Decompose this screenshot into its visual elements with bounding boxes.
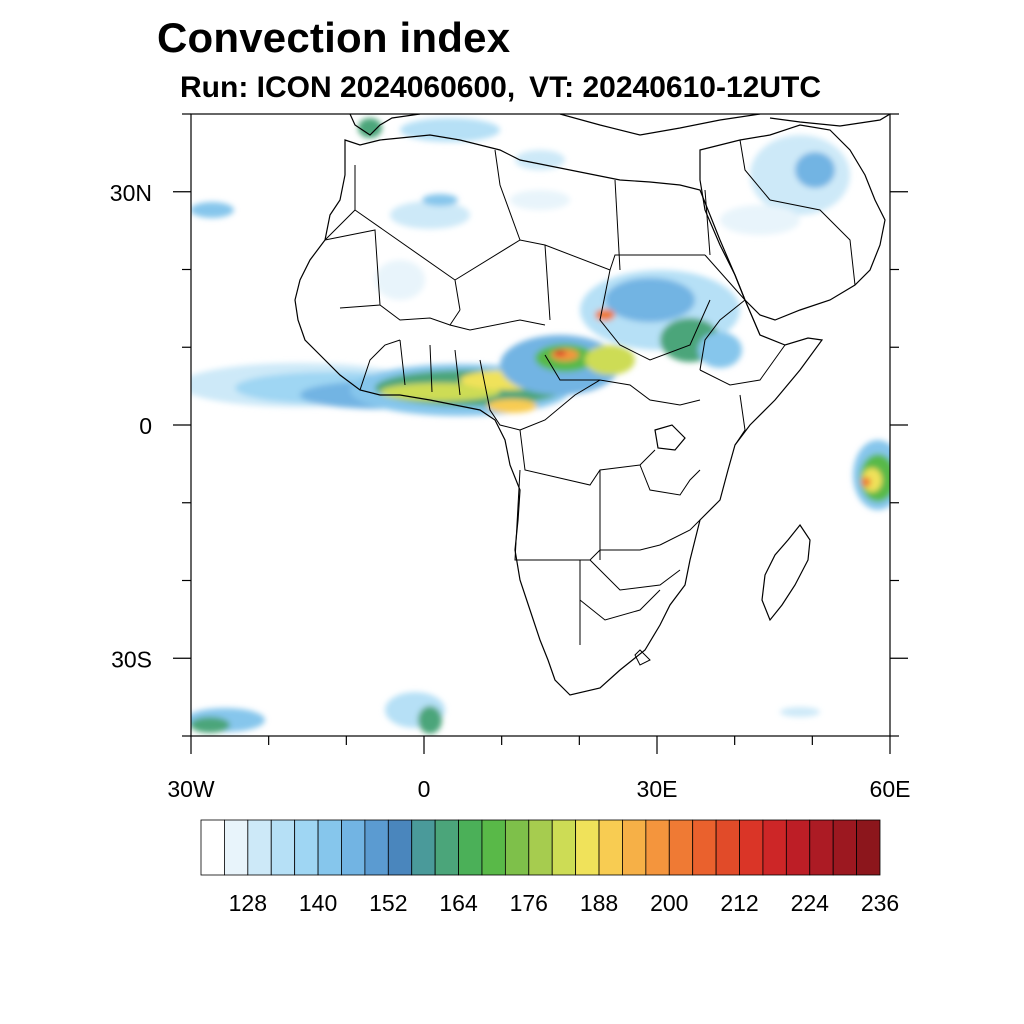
colorbar-swatch — [762, 819, 787, 876]
colorbar-swatch — [598, 819, 623, 876]
colorbar-swatch — [317, 819, 342, 876]
colorbar-swatch — [224, 819, 249, 876]
colorbar-swatch — [692, 819, 717, 876]
lon-tick-label: 60E — [870, 776, 911, 802]
colorbar-label: 188 — [580, 890, 618, 916]
colorbar-swatch — [458, 819, 483, 876]
colorbar-label: 128 — [229, 890, 267, 916]
convection-field — [191, 118, 890, 734]
colorbar-swatch — [622, 819, 647, 876]
country-borders — [324, 139, 856, 666]
lat-tick-label: 30S — [111, 646, 152, 672]
colorbar-label: 140 — [299, 890, 337, 916]
map-title: Convection index — [157, 14, 511, 61]
colorbar-label: 212 — [720, 890, 758, 916]
colorbar-swatch — [411, 819, 436, 876]
valid-time-label: VT: 20240610-12UTC — [529, 71, 821, 104]
axis-tick-labels: 30W 0 30E 60E 30N 0 30S — [110, 180, 911, 802]
colorbar — [200, 819, 881, 876]
colorbar-swatch — [387, 819, 413, 876]
lat-tick-label: 30N — [110, 180, 152, 206]
lon-tick-label: 0 — [418, 776, 431, 802]
coastlines — [294, 114, 890, 696]
colorbar-swatch — [739, 819, 764, 876]
colorbar-swatch — [715, 819, 740, 876]
colorbar-swatch — [200, 819, 225, 876]
lon-tick-label: 30W — [167, 776, 215, 802]
colorbar-swatch — [364, 819, 389, 876]
colorbar-swatch — [270, 819, 296, 876]
run-label: Run: ICON 2024060600, — [180, 71, 516, 104]
colorbar-label: 152 — [369, 890, 407, 916]
colorbar-swatch — [575, 819, 600, 876]
colorbar-label: 176 — [510, 890, 548, 916]
colorbar-swatch — [481, 819, 506, 876]
colorbar-swatch — [504, 819, 530, 876]
lon-tick-label: 30E — [637, 776, 678, 802]
colorbar-swatch — [341, 819, 366, 876]
lat-tick-label: 0 — [139, 413, 152, 439]
colorbar-swatch — [247, 819, 272, 876]
colorbar-label: 236 — [861, 890, 899, 916]
colorbar-swatch — [856, 819, 881, 876]
colorbar-labels: 128 140 152 164 176 188 200 212 224 236 — [229, 890, 900, 916]
colorbar-swatch — [294, 819, 319, 876]
colorbar-label: 200 — [650, 890, 688, 916]
colorbar-swatch — [528, 819, 553, 876]
colorbar-swatch — [832, 819, 857, 876]
colorbar-swatch — [645, 819, 670, 876]
colorbar-swatch — [785, 819, 811, 876]
colorbar-swatch — [434, 819, 459, 876]
colorbar-swatch — [551, 819, 577, 876]
colorbar-label: 164 — [439, 890, 478, 916]
colorbar-label: 224 — [791, 890, 830, 916]
colorbar-swatch — [809, 819, 834, 876]
colorbar-swatch — [668, 819, 694, 876]
map-subtitle: Run: ICON 2024060600, VT: 20240610-12UTC — [180, 71, 821, 105]
axis-ticks — [173, 113, 908, 754]
